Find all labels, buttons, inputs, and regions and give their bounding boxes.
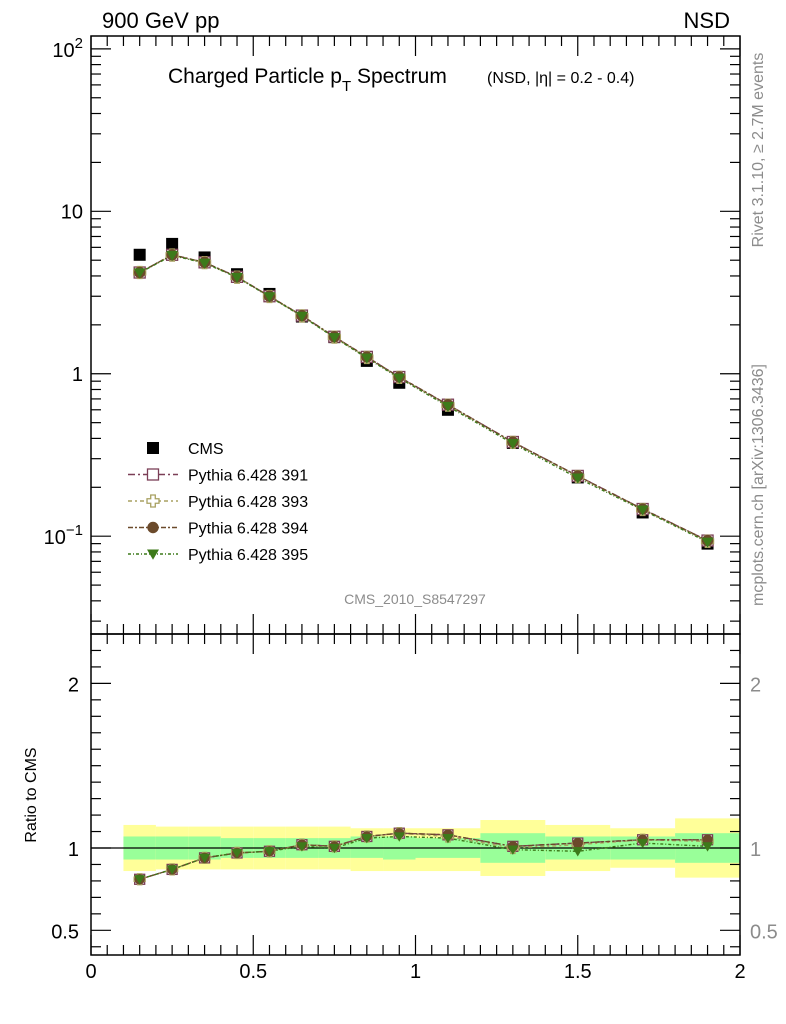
point-marker <box>637 838 649 849</box>
title-subscript: T <box>342 78 351 95</box>
ratio-series <box>133 827 714 886</box>
point-marker <box>702 842 714 852</box>
ratio-y-tick-label-right: 0.5 <box>750 921 778 943</box>
legend: CMS Pythia 6.428 391 Pythia 6.428 393 Pythi… <box>128 441 308 564</box>
x-tick-label: 2 <box>734 961 745 983</box>
x-tick-label: 1 <box>410 961 421 983</box>
analysis-watermark: CMS_2010_S8547297 <box>344 591 486 607</box>
point-marker <box>231 848 243 859</box>
point-marker <box>231 272 244 284</box>
point-marker <box>198 258 211 269</box>
y-tick-label: 10 <box>61 201 83 223</box>
point-marker <box>636 505 649 516</box>
point-marker <box>328 333 341 344</box>
x-tick-label: 0.5 <box>239 961 267 983</box>
x-tick-label: 0 <box>85 961 96 983</box>
ratio-axis-ticks: 0.5 0.5 1 1 2 2 <box>51 634 778 955</box>
ratio-y-tick-label: 2 <box>68 674 79 696</box>
point-marker <box>571 473 584 484</box>
y-tick-label-base: 10 <box>52 40 74 62</box>
point-marker <box>147 442 159 454</box>
plot-title: Charged Particle pT Spectrum (NSD, |η| =… <box>168 65 634 95</box>
point-marker <box>166 250 179 262</box>
point-marker <box>133 248 146 261</box>
series-line-p395 <box>139 254 708 543</box>
y-tick-label-exponent: 2 <box>75 35 83 52</box>
point-marker <box>133 268 146 279</box>
rivet-label: Rivet 3.1.10, ≥ 2.7M events <box>750 53 767 248</box>
x-tick-label: 1.5 <box>564 961 592 983</box>
point-marker <box>166 865 178 875</box>
point-marker <box>506 439 519 450</box>
ratio-y-tick-label: 0.5 <box>51 921 79 943</box>
series-line-p394 <box>139 254 708 542</box>
point-marker <box>701 537 714 548</box>
ratio-panel: 0.5 0.5 1 1 2 2 Ratio to CMS <box>23 633 778 956</box>
title-main-b: Spectrum <box>351 65 447 88</box>
point-marker <box>328 843 340 854</box>
y-tick-label-exponent: −1 <box>66 522 83 539</box>
point-marker <box>393 373 406 384</box>
legend-label: Pythia 6.428 394 <box>188 521 308 538</box>
point-marker <box>147 521 159 534</box>
legend-label: CMS <box>188 441 224 458</box>
point-marker <box>295 311 308 322</box>
ratio-y-label: Ratio to CMS <box>23 747 40 842</box>
ratio-frame <box>90 633 741 956</box>
collision-label: 900 GeV pp <box>102 8 219 33</box>
svg-text:Charged Particle pT Spectrum: Charged Particle pT Spectrum <box>168 65 447 95</box>
point-marker <box>507 845 519 855</box>
point-marker <box>361 833 373 844</box>
point-marker <box>147 549 159 560</box>
point-marker <box>572 837 583 849</box>
process-label: NSD <box>684 8 730 33</box>
point-marker <box>263 292 276 303</box>
legend-label: Pythia 6.428 391 <box>188 468 308 485</box>
point-marker <box>393 832 405 842</box>
ratio-y-tick-label-right: 1 <box>750 839 761 861</box>
title-small: (NSD, |η| = 0.2 - 0.4) <box>487 70 634 87</box>
point-marker <box>146 468 160 481</box>
y-tick-label: 10−1 <box>44 522 83 549</box>
band-inner <box>350 836 384 858</box>
y-tick-label-base: 10 <box>44 527 66 549</box>
y-tick-label: 1 <box>72 364 83 386</box>
main-series <box>133 237 715 550</box>
point-marker <box>146 494 160 508</box>
point-marker <box>360 353 373 364</box>
title-main-a: Charged Particle p <box>168 65 342 88</box>
y-tick-label: 102 <box>52 35 83 62</box>
ratio-y-tick-label: 1 <box>68 839 79 861</box>
point-marker <box>572 847 584 857</box>
main-frame <box>90 35 741 635</box>
point-marker <box>263 847 275 857</box>
ratio-y-tick-label-right: 2 <box>750 674 761 696</box>
mcplots-label: mcplots.cern.ch [arXiv:1306.3436] <box>750 364 767 606</box>
legend-label: Pythia 6.428 393 <box>188 494 308 511</box>
x-tick-labels: 0 0.5 1 1.5 2 <box>85 961 745 983</box>
point-marker <box>134 875 146 885</box>
legend-label: Pythia 6.428 395 <box>188 547 308 564</box>
point-marker <box>296 842 308 852</box>
point-marker <box>199 853 211 864</box>
point-marker <box>441 401 454 413</box>
point-marker <box>442 833 454 844</box>
point-marker <box>166 237 179 250</box>
